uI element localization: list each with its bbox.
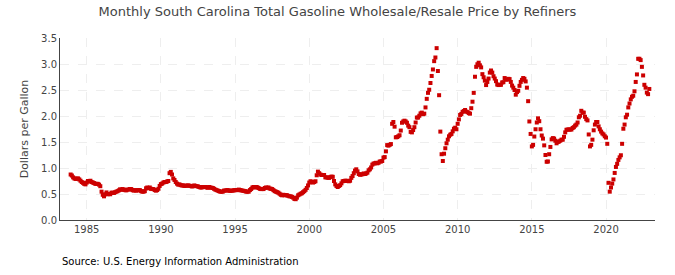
svg-text:1.0: 1.0 xyxy=(41,163,57,174)
svg-text:2010: 2010 xyxy=(445,224,470,235)
svg-text:Dollars per Gallon: Dollars per Gallon xyxy=(18,80,31,179)
svg-text:1985: 1985 xyxy=(74,224,99,235)
svg-text:Source: U.S. Energy Informatio: Source: U.S. Energy Information Administ… xyxy=(62,256,299,267)
svg-text:2000: 2000 xyxy=(297,224,322,235)
svg-text:1.5: 1.5 xyxy=(41,137,57,148)
svg-text:Monthly South Carolina Total G: Monthly South Carolina Total Gasoline Wh… xyxy=(99,4,577,19)
svg-text:2020: 2020 xyxy=(593,224,618,235)
svg-text:0.5: 0.5 xyxy=(41,189,57,200)
svg-text:1990: 1990 xyxy=(148,224,173,235)
svg-text:2.0: 2.0 xyxy=(41,111,57,122)
svg-text:2015: 2015 xyxy=(519,224,544,235)
svg-text:2005: 2005 xyxy=(371,224,396,235)
svg-text:3.5: 3.5 xyxy=(41,33,57,44)
svg-text:2.5: 2.5 xyxy=(41,85,57,96)
svg-text:3.0: 3.0 xyxy=(41,59,57,70)
svg-text:0.0: 0.0 xyxy=(41,215,57,226)
svg-text:1995: 1995 xyxy=(222,224,247,235)
